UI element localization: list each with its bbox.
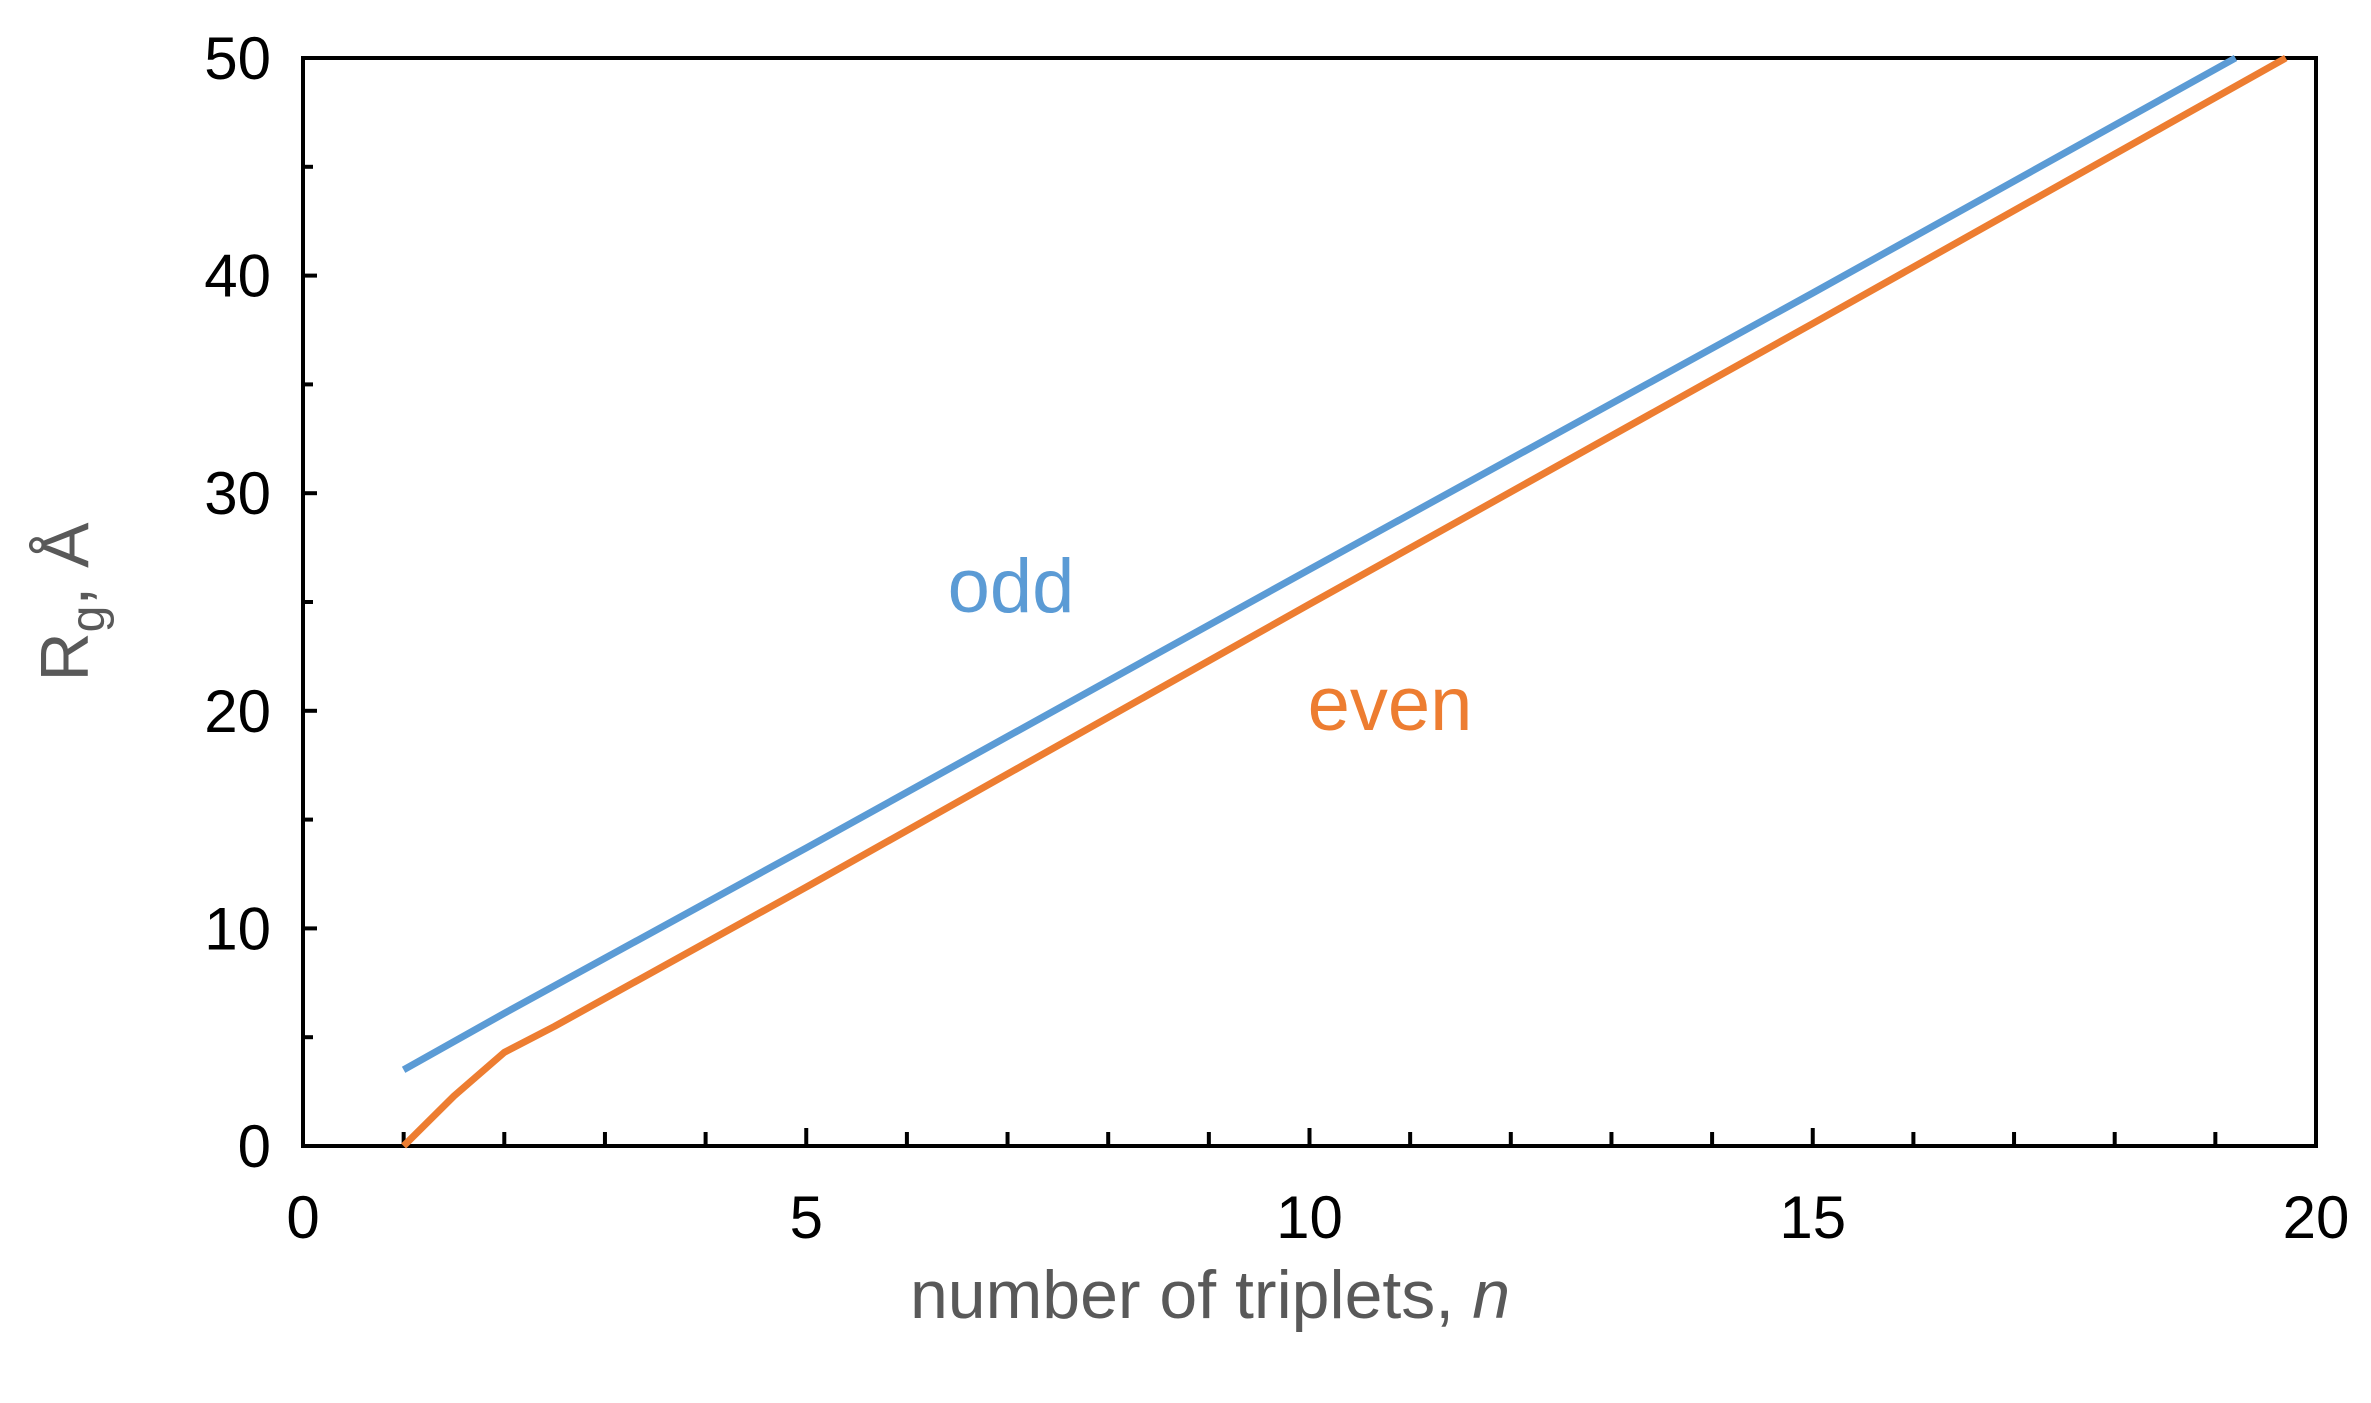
y-tick-label: 40 — [204, 243, 271, 310]
x-axis-label-italic: n — [1472, 1257, 1510, 1333]
x-tick-label: 15 — [1779, 1184, 1846, 1251]
series-label: odd — [948, 544, 1075, 629]
y-tick-label: 30 — [204, 460, 271, 527]
x-tick-label: 0 — [286, 1184, 319, 1251]
series-line — [401, 54, 2288, 1149]
x-tick-label: 5 — [790, 1184, 823, 1251]
y-tick-label: 0 — [238, 1113, 271, 1180]
x-tick-label: 10 — [1276, 1184, 1343, 1251]
y-axis-label-sub: g — [62, 606, 115, 633]
x-axis-label: number of triplets, n — [910, 1257, 1510, 1333]
y-axis-label: Rg, Å — [27, 522, 115, 682]
x-tick-label: 20 — [2283, 1184, 2350, 1251]
x-axis-label-text: number of triplets, — [910, 1257, 1454, 1333]
series-label: even — [1308, 662, 1473, 747]
series-line — [401, 54, 2238, 1073]
y-tick-label: 50 — [204, 25, 271, 92]
y-tick-label: 10 — [204, 895, 271, 962]
y-axis-label-rest: , Å — [27, 522, 103, 606]
y-tick-label: 20 — [204, 678, 271, 745]
y-axis-label-main: R — [27, 632, 103, 681]
